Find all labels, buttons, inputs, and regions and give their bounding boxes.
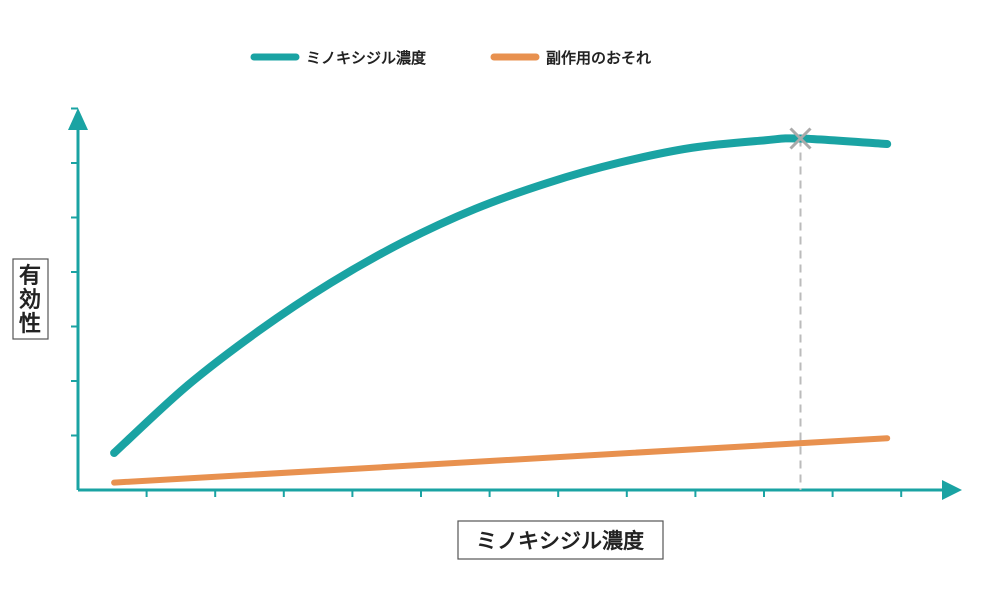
x-axis-label-box <box>457 520 664 560</box>
x-axis-label: ミノキシジル濃度 <box>457 520 664 560</box>
legend-label-minoxidil: ミノキシジル濃度 <box>306 49 427 67</box>
optimum-marker-cross <box>789 127 812 150</box>
axes <box>68 107 962 500</box>
plot-area <box>110 127 892 490</box>
legend: ミノキシジル濃度 副作用のおそれ <box>250 49 651 67</box>
y-axis-label: 有効性 <box>12 258 49 340</box>
x-axis-label-text: ミノキシジル濃度 <box>476 529 644 553</box>
y-axis-label-box <box>12 258 49 340</box>
series-line-minoxidil <box>110 134 892 457</box>
legend-label-side-effect: 副作用のおそれ <box>546 49 651 67</box>
series-line-side-effect <box>111 435 891 486</box>
x-axis-arrow <box>942 480 962 500</box>
y-axis-arrow <box>68 108 88 130</box>
cross-stroke <box>789 127 812 150</box>
y-axis-label-text: 有効性 <box>19 263 41 337</box>
